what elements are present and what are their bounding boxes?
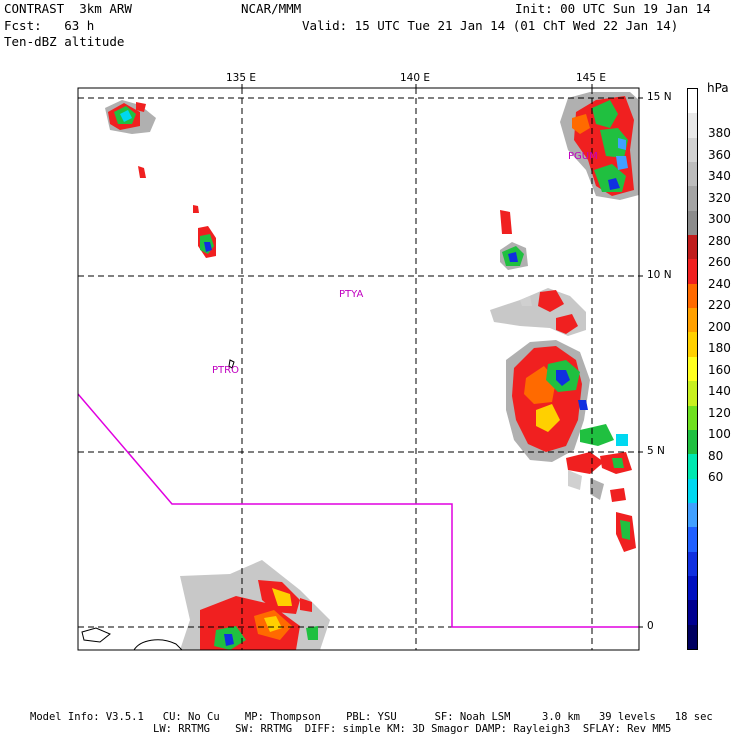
colorbar-swatch [688, 210, 697, 236]
colorbar-tick-label: 140 [708, 384, 731, 398]
lon-label: 145 E [576, 72, 607, 84]
echo-cell [138, 166, 146, 178]
lat-label: 10 N [647, 269, 672, 281]
echo-cluster-ne [560, 92, 639, 200]
echo-cell [193, 205, 199, 213]
field-name: Ten-dBZ altitude [4, 34, 125, 49]
forecast-hour: Fcst: 63 h [4, 18, 95, 33]
colorbar-unit: hPa [707, 81, 729, 95]
colorbar-tick-label: 240 [708, 276, 731, 291]
colorbar-swatch [688, 259, 697, 285]
valid-time: Valid: 15 UTC Tue 21 Jan 14 (01 ChT Wed … [302, 18, 679, 33]
colorbar-tick-label: 380 [708, 126, 731, 140]
colorbar-tick-label: 160 [708, 362, 731, 377]
colorbar-swatch [688, 527, 697, 553]
colorbar-swatch [688, 575, 697, 601]
colorbar-tick-label: 320 [708, 190, 731, 205]
colorbar-tick-label: 60 [708, 470, 724, 484]
colorbar-tick-label: 180 [708, 341, 731, 355]
colorbar [687, 88, 698, 650]
echo-cell [198, 226, 216, 258]
lon-label: 135 E [226, 72, 257, 84]
echo-cluster-east [490, 288, 636, 552]
colorbar-swatch [688, 113, 697, 139]
colorbar-swatch [688, 283, 697, 309]
colorbar-tick-label: 220 [708, 298, 731, 312]
colorbar-tick-label: 200 [708, 319, 731, 334]
model-info-line2: LW: RRTMG SW: RRTMG DIFF: simple KM: 3D … [153, 723, 672, 735]
colorbar-swatch [688, 478, 697, 504]
colorbar-swatch [688, 454, 697, 480]
echo-cell [500, 242, 528, 270]
station-label-ptya: PTYA [339, 289, 364, 300]
colorbar-tick-label: 100 [708, 427, 731, 441]
station-label-pgum: PGUM [568, 151, 598, 162]
lat-label: 0 [647, 620, 654, 632]
colorbar-swatch [688, 502, 697, 528]
axis-ticks [241, 84, 643, 628]
colorbar-swatch [688, 551, 697, 577]
lat-label: 15 N [647, 91, 672, 103]
colorbar-swatch [688, 600, 697, 626]
colorbar-swatch [688, 137, 697, 163]
domain-boundary [77, 393, 639, 628]
colorbar-tick-label: 80 [708, 448, 724, 463]
institution: NCAR/MMM [241, 1, 302, 16]
colorbar-swatch [688, 332, 697, 358]
colorbar-tick-label: 260 [708, 255, 731, 269]
map-frame [77, 87, 640, 651]
colorbar-swatch [688, 186, 697, 212]
lat-lon-grid [78, 88, 639, 650]
station-label-ptro: PTRO [212, 365, 239, 376]
model-info-line1: Model Info: V3.5.1 CU: No Cu MP: Thompso… [30, 711, 713, 723]
colorbar-swatch [688, 89, 697, 114]
colorbar-swatch [688, 624, 697, 650]
lon-label: 140 E [400, 72, 431, 84]
colorbar-swatch [688, 162, 697, 187]
colorbar-swatch [688, 429, 697, 455]
colorbar-swatch [688, 381, 697, 407]
lat-label: 5 N [647, 445, 665, 457]
colorbar-swatch [688, 356, 697, 382]
model-name: CONTRAST 3km ARW [4, 1, 132, 16]
colorbar-tick-label: 360 [708, 147, 731, 162]
colorbar-tick-label: 280 [708, 233, 731, 248]
echo-cell [500, 210, 512, 234]
echo-cell [105, 100, 156, 134]
colorbar-swatch [688, 308, 697, 333]
init-time: Init: 00 UTC Sun 19 Jan 14 [515, 1, 711, 16]
colorbar-swatch [688, 235, 697, 260]
colorbar-tick-label: 120 [708, 405, 731, 420]
colorbar-tick-label: 340 [708, 169, 731, 183]
colorbar-swatch [688, 405, 697, 431]
colorbar-tick-label: 300 [708, 212, 731, 226]
coastline [81, 359, 235, 651]
